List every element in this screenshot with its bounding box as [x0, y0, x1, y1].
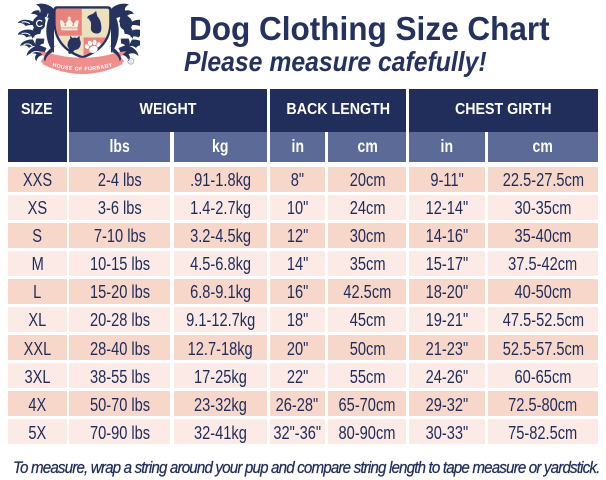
svg-text:HOUSE OF FURBABY: HOUSE OF FURBABY — [52, 62, 114, 72]
svg-text:c: c — [130, 59, 133, 65]
